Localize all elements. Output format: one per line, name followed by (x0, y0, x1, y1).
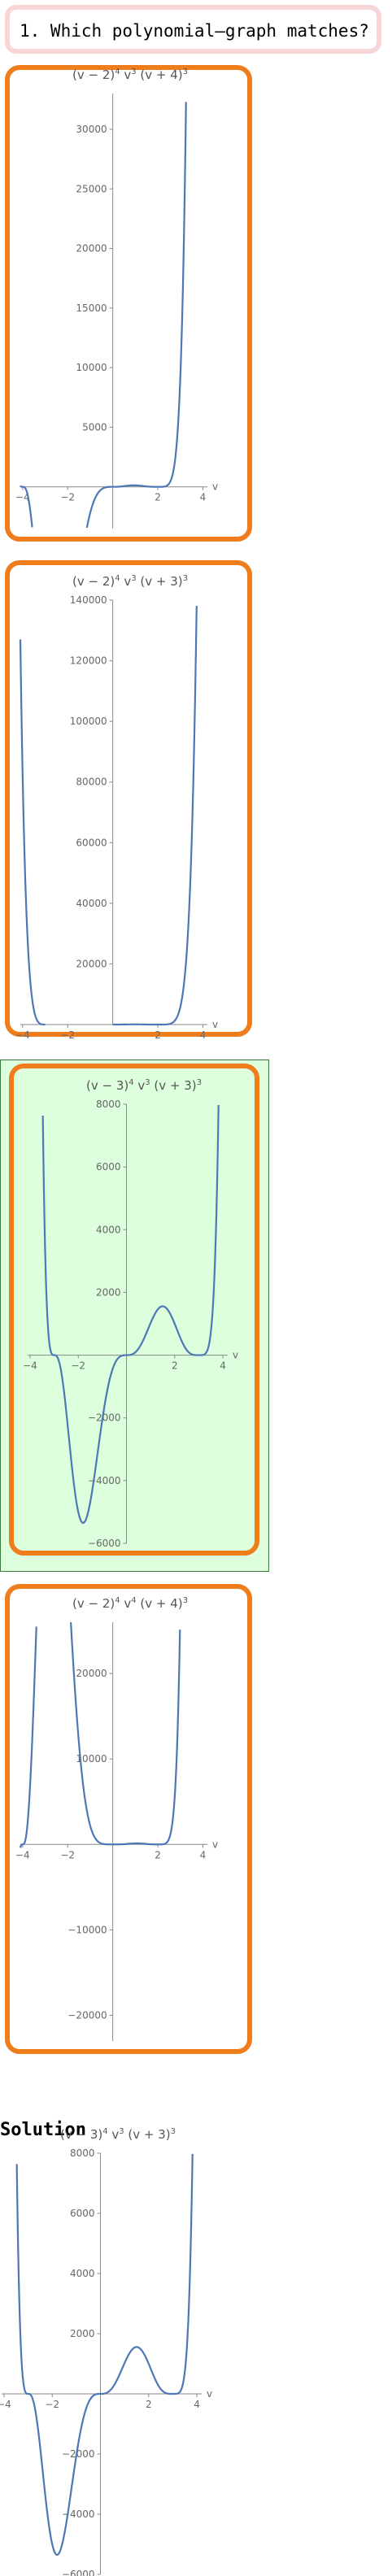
chart-title: (v − 2)4 v3 (v + 3)3 (72, 574, 188, 589)
y-tick-label: 6000 (70, 2208, 95, 2219)
polynomial-curve (20, 102, 187, 529)
polynomial-curve (15, 2153, 194, 2556)
y-tick-label: −10000 (68, 1924, 107, 1935)
x-tick-label: −2 (60, 1029, 75, 1041)
y-tick-label: 80000 (76, 777, 107, 788)
y-tick-label: −6000 (88, 1538, 121, 1549)
y-tick-label: −4000 (62, 2509, 95, 2520)
x-tick-label: −4 (23, 1360, 37, 1372)
y-tick-label: 8000 (96, 1099, 121, 1110)
chart-title: (v − 3)4 v3 (v + 3)3 (60, 2127, 176, 2142)
x-tick-label: −4 (15, 1849, 30, 1860)
y-tick-label: 5000 (82, 421, 107, 433)
x-tick-label: 4 (200, 1849, 207, 1860)
question-text: 1. Which polynomial–graph matches? (20, 21, 369, 41)
x-tick-label: 4 (194, 2399, 200, 2410)
x-tick-label: 2 (155, 1849, 161, 1860)
chart-title: (v − 2)4 v4 (v + 4)3 (72, 1596, 188, 1611)
y-tick-label: 2000 (96, 1286, 121, 1298)
x-tick-label: −2 (71, 1360, 85, 1372)
polynomial-curve (41, 1104, 220, 1525)
y-tick-label: −4000 (88, 1475, 121, 1486)
solution-heading: Solution (0, 2120, 86, 2140)
y-tick-label: 40000 (76, 898, 107, 909)
chart-title: (v − 3)4 v3 (v + 3)3 (86, 1078, 202, 1093)
x-tick-label: 2 (155, 1029, 161, 1041)
chart-option-4: (v − 2)4 v4 (v + 4)3 v −4 −2 2 4 −20000 −10000 1… (15, 1596, 218, 2041)
chart-option-3: (v − 3)4 v3 (v + 3)3 v −4 −2 2 4 −6000 −4000 −20… (23, 1078, 238, 1549)
x-tick-label: 4 (220, 1360, 226, 1372)
x-tick-label: 4 (200, 492, 207, 503)
y-tick-label: 20000 (76, 958, 107, 969)
chart-solution: (v − 3)4 v3 (v + 3)3 v −4 −2 2 4 −6000 −4000 −20… (0, 2127, 212, 2576)
option-card-1[interactable] (5, 65, 252, 542)
chart-title: (v − 2)4 v3 (v + 4)3 (72, 67, 188, 82)
polynomial-curve (19, 606, 198, 1026)
y-tick-label: 15000 (76, 302, 107, 314)
x-axis-label: v (212, 481, 218, 493)
x-tick-label: 2 (172, 1360, 178, 1372)
y-tick-label: 60000 (76, 837, 107, 848)
y-tick-label: 20000 (76, 243, 107, 255)
y-tick-label: 25000 (76, 183, 107, 194)
question-box: 1. Which polynomial–graph matches? (5, 5, 381, 54)
y-tick-label: 6000 (96, 1161, 121, 1173)
y-tick-label: 30000 (76, 124, 107, 135)
x-tick-label: 2 (146, 2399, 152, 2410)
y-tick-label: 4000 (96, 1224, 121, 1235)
x-axis-label: v (212, 1838, 218, 1850)
x-tick-label: −4 (15, 1029, 30, 1041)
y-tick-label: 2000 (70, 2328, 95, 2339)
y-tick-label: −2000 (62, 2448, 95, 2460)
x-tick-label: −2 (60, 492, 75, 503)
y-tick-label: 8000 (70, 2147, 95, 2159)
y-tick-label: 4000 (70, 2268, 95, 2279)
option-card-4[interactable] (5, 1584, 252, 2054)
chart-option-1: (v − 2)4 v3 (v + 4)3 v −4 −2 2 4 5000 10000 1500… (15, 67, 218, 529)
x-tick-label: 2 (155, 492, 161, 503)
y-tick-label: 10000 (76, 362, 107, 373)
y-tick-label: −6000 (62, 2569, 95, 2576)
y-tick-label: −20000 (68, 2009, 107, 2021)
x-tick-label: −4 (15, 492, 30, 503)
x-tick-label: 4 (200, 1029, 207, 1041)
polynomial-curve (19, 1622, 181, 1848)
y-tick-label: 140000 (70, 594, 107, 606)
x-axis-label: v (212, 1019, 218, 1030)
y-tick-label: 10000 (76, 1753, 107, 1764)
x-tick-label: −2 (45, 2399, 59, 2410)
x-tick-label: −4 (0, 2399, 11, 2410)
y-tick-label: −2000 (88, 1412, 121, 1424)
option-card-2[interactable] (5, 560, 252, 1037)
x-axis-label: v (207, 2388, 212, 2400)
y-tick-label: 120000 (70, 655, 107, 667)
x-tick-label: −2 (60, 1849, 75, 1860)
x-axis-label: v (233, 1350, 238, 1361)
y-tick-label: 20000 (76, 1668, 107, 1679)
y-tick-label: 100000 (70, 716, 107, 727)
chart-option-2: (v − 2)4 v3 (v + 3)3 v −4 −2 2 4 20000 40000 600… (15, 574, 218, 1041)
